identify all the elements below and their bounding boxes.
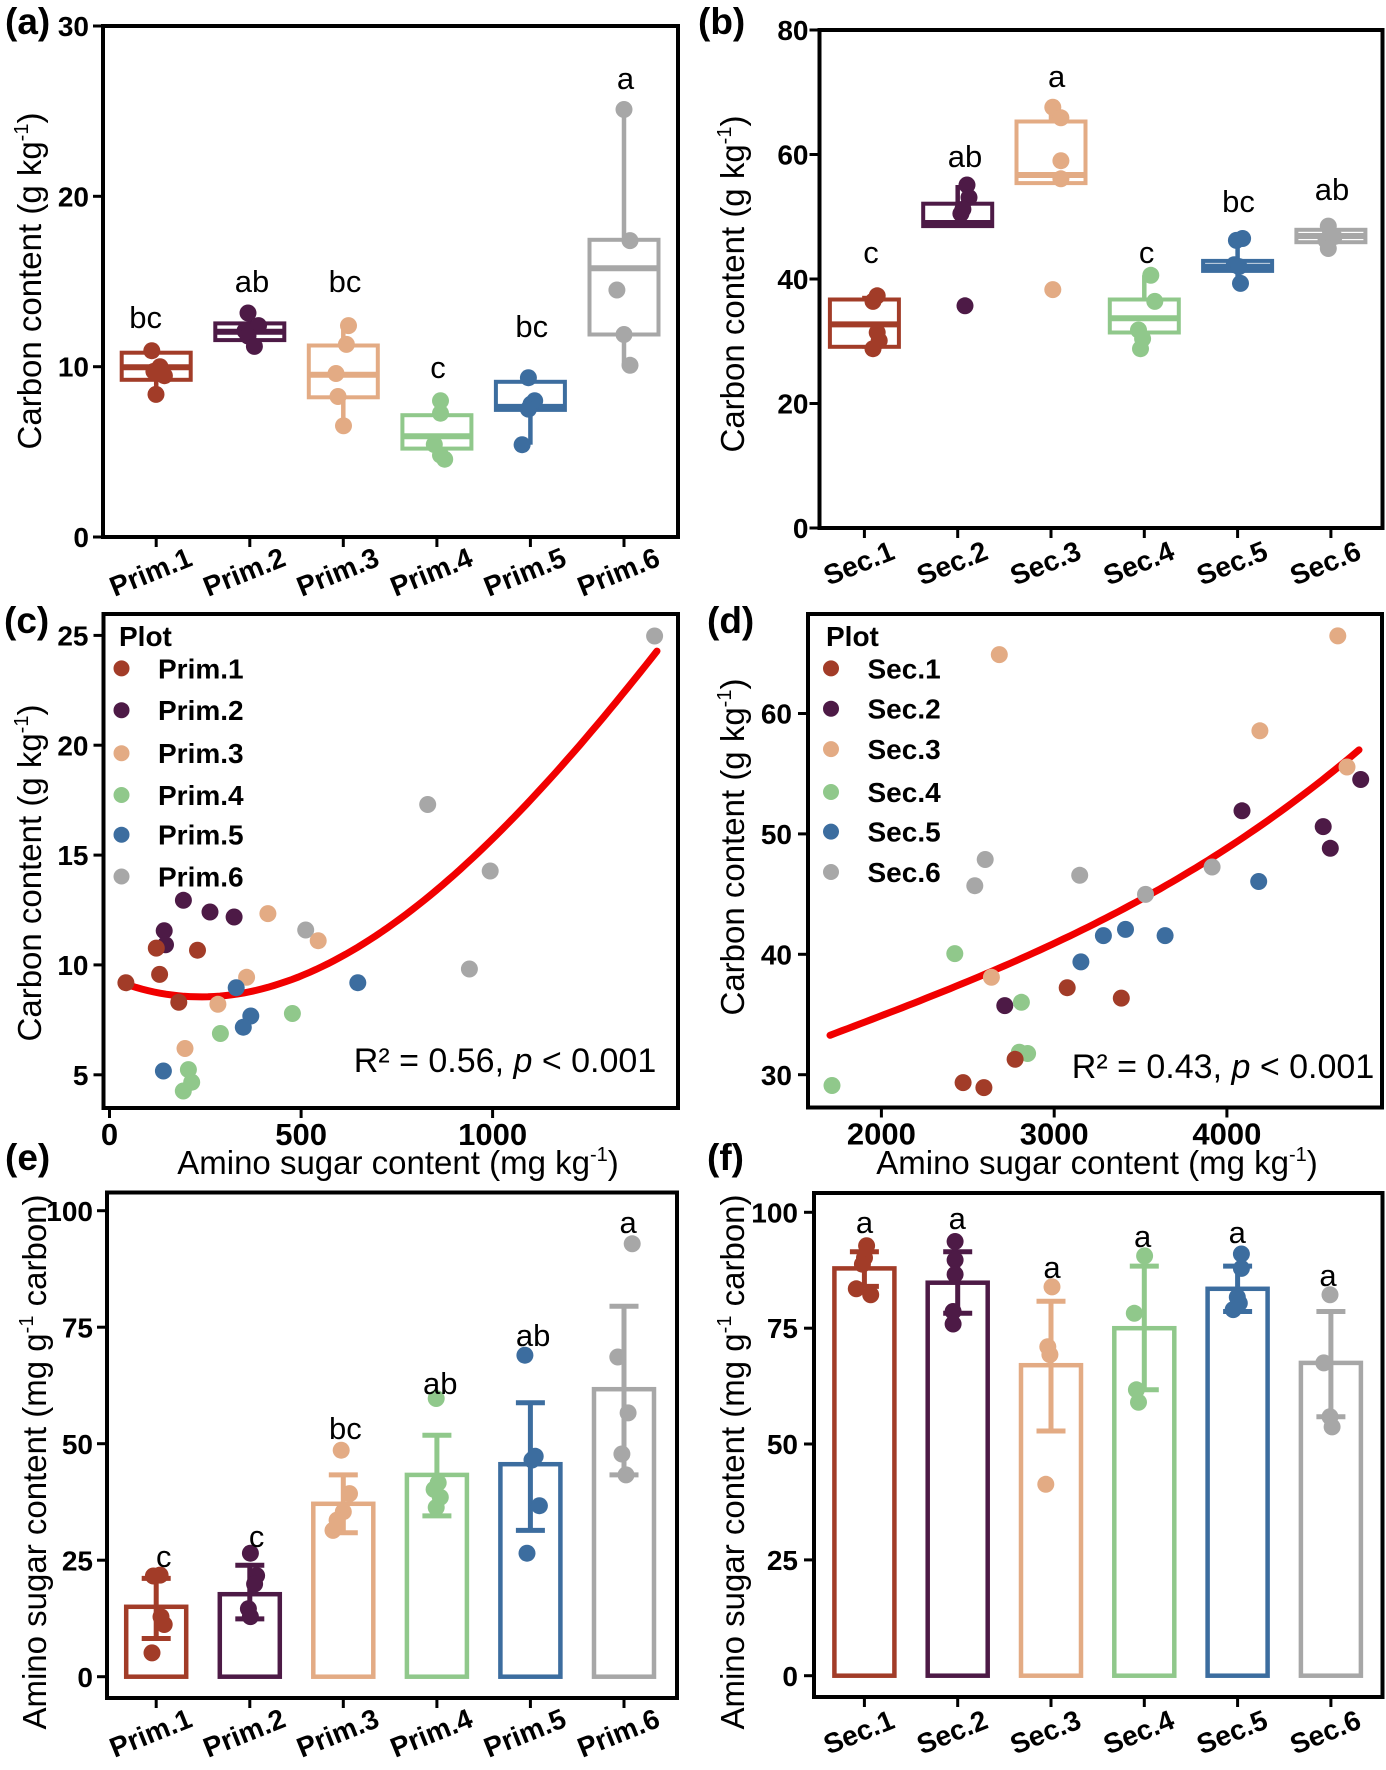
svg-text:Plot: Plot [826, 621, 879, 652]
svg-text:0: 0 [77, 1662, 93, 1693]
svg-text:c: c [863, 235, 879, 270]
svg-text:Prim.2: Prim.2 [158, 695, 244, 726]
svg-text:a: a [1134, 1219, 1152, 1254]
svg-text:Carbon content (g kg-1): Carbon content (g kg-1) [714, 679, 751, 1016]
svg-text:25: 25 [62, 1545, 93, 1576]
svg-text:(d): (d) [707, 600, 754, 641]
svg-text:a: a [1048, 59, 1066, 94]
svg-text:bc: bc [129, 300, 162, 335]
svg-text:2000: 2000 [847, 1117, 916, 1152]
svg-text:ab: ab [423, 1366, 457, 1401]
svg-text:Carbon content (g kg-1): Carbon content (g kg-1) [11, 113, 48, 450]
svg-text:50: 50 [761, 819, 792, 850]
svg-text:Amino sugar content (mg g-1 ca: Amino sugar content (mg g-1 carbon) [16, 1194, 53, 1729]
svg-text:25: 25 [57, 621, 88, 652]
svg-text:ab: ab [1315, 172, 1349, 207]
svg-text:Prim.6: Prim.6 [158, 862, 244, 893]
svg-text:Prim.3: Prim.3 [158, 738, 244, 769]
svg-text:c: c [156, 1539, 172, 1574]
svg-text:a: a [1229, 1215, 1247, 1250]
svg-text:20: 20 [777, 389, 808, 420]
svg-text:Carbon content (g kg-1): Carbon content (g kg-1) [11, 705, 48, 1042]
svg-text:bc: bc [1222, 184, 1255, 219]
svg-text:(f): (f) [707, 1137, 744, 1178]
svg-text:a: a [619, 1205, 637, 1240]
svg-text:100: 100 [46, 1196, 93, 1227]
svg-text:100: 100 [751, 1197, 798, 1228]
svg-text:Amino sugar content (mg kg-1): Amino sugar content (mg kg-1) [876, 1144, 1318, 1181]
svg-text:80: 80 [777, 15, 808, 46]
svg-text:Prim.4: Prim.4 [158, 780, 244, 811]
svg-text:(b): (b) [698, 1, 745, 42]
svg-text:Amino sugar content (mg kg-1): Amino sugar content (mg kg-1) [177, 1144, 619, 1181]
svg-text:5: 5 [73, 1060, 89, 1091]
svg-text:Prim.5: Prim.5 [158, 820, 244, 851]
svg-text:75: 75 [767, 1313, 798, 1344]
svg-text:75: 75 [62, 1312, 93, 1343]
svg-text:0: 0 [73, 522, 89, 553]
svg-text:0: 0 [101, 1117, 118, 1152]
svg-text:R² = 0.56, p < 0.001: R² = 0.56, p < 0.001 [354, 1042, 656, 1080]
svg-text:15: 15 [57, 840, 88, 871]
svg-text:20: 20 [57, 730, 88, 761]
svg-text:ab: ab [516, 1318, 550, 1353]
svg-text:(a): (a) [5, 1, 50, 42]
svg-text:c: c [430, 350, 446, 385]
svg-text:500: 500 [275, 1117, 327, 1152]
svg-text:10: 10 [58, 352, 89, 383]
svg-text:Prim.1: Prim.1 [158, 653, 244, 684]
svg-text:30: 30 [761, 1060, 792, 1091]
svg-text:a: a [949, 1201, 967, 1236]
svg-text:bc: bc [329, 264, 362, 299]
svg-text:bc: bc [329, 1411, 362, 1446]
svg-text:Plot: Plot [119, 621, 172, 652]
svg-text:a: a [617, 61, 635, 96]
svg-text:40: 40 [761, 939, 792, 970]
svg-text:Sec.4: Sec.4 [868, 777, 942, 808]
svg-text:Sec.6: Sec.6 [868, 857, 941, 888]
svg-text:10: 10 [57, 950, 88, 981]
svg-text:ab: ab [948, 139, 982, 174]
svg-text:3000: 3000 [1020, 1117, 1089, 1152]
svg-text:(e): (e) [5, 1137, 50, 1178]
svg-text:Sec.5: Sec.5 [868, 817, 941, 848]
svg-text:Sec.3: Sec.3 [868, 734, 941, 765]
svg-text:Carbon content (g kg-1): Carbon content (g kg-1) [714, 116, 751, 453]
svg-text:50: 50 [62, 1429, 93, 1460]
svg-text:Sec.1: Sec.1 [868, 653, 941, 684]
svg-text:30: 30 [58, 11, 89, 42]
svg-text:(c): (c) [4, 600, 49, 641]
svg-text:0: 0 [782, 1661, 798, 1692]
svg-text:4000: 4000 [1192, 1117, 1261, 1152]
svg-text:0: 0 [793, 513, 809, 544]
svg-text:a: a [1043, 1250, 1061, 1285]
svg-text:50: 50 [767, 1429, 798, 1460]
svg-text:60: 60 [761, 699, 792, 730]
svg-text:40: 40 [777, 264, 808, 295]
svg-text:1000: 1000 [458, 1117, 527, 1152]
svg-text:bc: bc [515, 309, 548, 344]
svg-text:25: 25 [767, 1545, 798, 1576]
svg-text:a: a [856, 1205, 874, 1240]
svg-text:Sec.2: Sec.2 [868, 694, 941, 725]
svg-text:20: 20 [58, 181, 89, 212]
svg-text:60: 60 [777, 140, 808, 171]
svg-text:R² = 0.43, p < 0.001: R² = 0.43, p < 0.001 [1072, 1048, 1374, 1086]
svg-text:c: c [1139, 235, 1155, 270]
svg-text:Amino sugar content (mg g-1 ca: Amino sugar content (mg g-1 carbon) [714, 1194, 751, 1729]
svg-text:ab: ab [235, 264, 269, 299]
svg-text:a: a [1319, 1258, 1337, 1293]
svg-text:c: c [249, 1519, 265, 1554]
